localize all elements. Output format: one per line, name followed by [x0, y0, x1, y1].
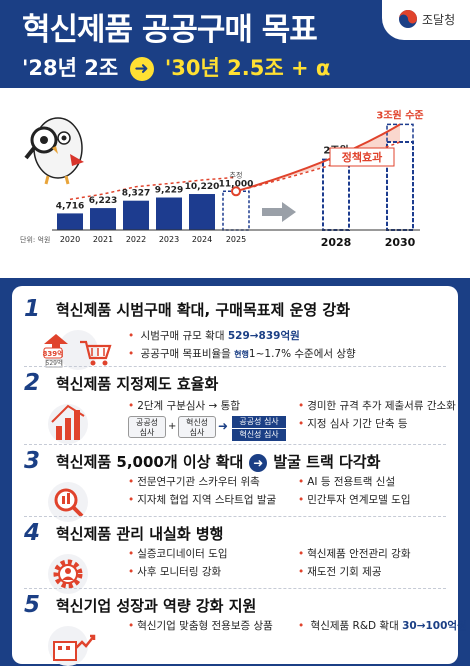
section-divider [24, 444, 446, 445]
x-tick-2021: 2021 [93, 235, 113, 244]
subtitle-from: '28년 2조 [22, 56, 119, 80]
bar-2025 [222, 190, 250, 231]
section-divider [24, 588, 446, 589]
org-name: 조달청 [422, 13, 456, 27]
flow-plus: + [168, 421, 177, 432]
bullet-item: 사후 모니터링 강화 [128, 564, 221, 579]
icon-label-529: 529억 [46, 359, 63, 367]
policy-effect-box [329, 147, 395, 167]
x-tick-2028: 2028 [321, 236, 352, 249]
value-label-2024: 10,220 [185, 182, 220, 192]
flow-box-innovation: 혁신성 심사 [178, 416, 216, 438]
page-title: 혁신제품 공공구매 목표 [22, 12, 318, 48]
bullet-item: 혁신제품 R&D 확대 30→100억원 [298, 618, 467, 633]
section-title: 혁신제품 지정제도 효율화 [56, 375, 219, 393]
bullet-item: 혁신제품 안전관리 강화 [298, 546, 410, 561]
unit-label: 단위: 억원 [20, 235, 50, 244]
right-arrow-icon: ➜ [129, 57, 154, 81]
value-label-2020: 4,716 [56, 201, 84, 211]
bar-2020 [57, 213, 83, 230]
section-title: 혁신기업 성장과 역량 강화 지원 [56, 597, 257, 615]
bullet-item: 경미한 규격 추가 제출서류 간소화 [298, 398, 456, 413]
estimate-label: 추정 [230, 170, 243, 179]
bar-2021 [90, 208, 116, 230]
gear-person-icon [48, 554, 88, 594]
trend-line [69, 176, 237, 201]
x-tick-2020: 2020 [60, 235, 80, 244]
subtitle-to: '30년 2.5조 + α [164, 56, 331, 80]
icon-label-839: 839억 [42, 349, 63, 358]
flow-out-innovation: 혁신성 심사 [232, 429, 286, 441]
section-title: 혁신제품 관리 내실화 병행 [56, 525, 224, 543]
section-number: 3 [24, 448, 41, 474]
bullet-item: 재도전 기회 제공 [298, 564, 381, 579]
x-tick-2025: 2025 [226, 235, 246, 244]
section-number: 2 [24, 370, 41, 396]
bar-2028 [322, 158, 350, 231]
bar-2023 [156, 197, 182, 230]
bullet-item: 지자체 협업 지역 스타트업 발굴 [128, 492, 276, 507]
value-label-2025: 11,000 [219, 179, 254, 189]
flow-out-public: 공공성 심사 [232, 416, 286, 428]
taegeuk-emblem-icon [399, 10, 417, 28]
goal-subtitle: '28년 2조 ➜ '30년 2.5조 + α [22, 52, 330, 82]
growth-chart-icon [48, 404, 88, 444]
value-label-2022: 8,327 [122, 189, 150, 199]
progress-arrow-icon [262, 202, 296, 222]
bullet-item: 공공구매 목표비율을 현행1~1.7% 수준에서 상향 [128, 346, 356, 361]
purchase-goal-chart: 4,7166,2238,3279,22910,22011,0002조원추정3조원… [20, 108, 424, 249]
org-logo: 조달청 [382, 0, 470, 40]
policy-effect-label: 정책효과 [342, 150, 382, 164]
bar-2024 [189, 194, 215, 230]
bullet-item: 시범구매 규모 확대 529→839억원 [128, 328, 300, 343]
bullet-item: 전문연구기관 스카우터 위촉 [128, 474, 260, 489]
bullet-item: 민간투자 연계모델 도입 [298, 492, 410, 507]
point-2025 [231, 186, 241, 197]
top-target-label: 3조원 수준 [376, 108, 423, 121]
bullet-item: 혁신기업 맞춤형 전용보증 상품 [128, 618, 273, 633]
growth-company-icon [48, 626, 96, 666]
flow-arrow-icon: ➜ [218, 419, 229, 433]
section-title: 혁신제품 5,000개 이상 확대 ➜ 발굴 트랙 다각화 [56, 453, 381, 472]
owl-mascot-icon [24, 117, 84, 185]
magnifier-icon [48, 482, 88, 522]
section-number: 5 [24, 592, 41, 618]
section-title: 혁신제품 시범구매 확대, 구매목표제 운영 강화 [56, 301, 351, 319]
bar-2022 [123, 200, 149, 230]
strategy-card: 1 혁신제품 시범구매 확대, 구매목표제 운영 강화 839억 529억 시범… [12, 286, 467, 666]
value-label-2023: 9,229 [155, 186, 183, 196]
section-divider [24, 516, 446, 517]
x-tick-2022: 2022 [126, 235, 146, 244]
right-arrow-icon: ➜ [249, 453, 268, 472]
bullet-item: 실증코디네이터 도입 [128, 546, 227, 561]
section-number: 1 [24, 296, 41, 322]
bullet-item: AI 등 전용트랙 신설 [298, 474, 395, 489]
review-flow: 공공성 심사 + 혁신성 심사 ➜ 공공성 심사 혁신성 심사 [128, 416, 288, 442]
bullet-item: 2단계 구분심사 → 통합 [128, 398, 240, 413]
policy-curve [235, 123, 401, 193]
x-tick-2024: 2024 [192, 235, 212, 244]
bullet-item: 지정 심사 기간 단축 등 [298, 416, 407, 431]
section-number: 4 [24, 520, 41, 546]
value-label-2021: 6,223 [89, 196, 117, 206]
x-tick-2023: 2023 [159, 235, 179, 244]
flow-box-public: 공공성 심사 [128, 416, 166, 438]
cart-icon: 839억 529억 [42, 330, 112, 370]
x-tick-2030: 2030 [385, 236, 416, 249]
section-divider [24, 366, 446, 367]
